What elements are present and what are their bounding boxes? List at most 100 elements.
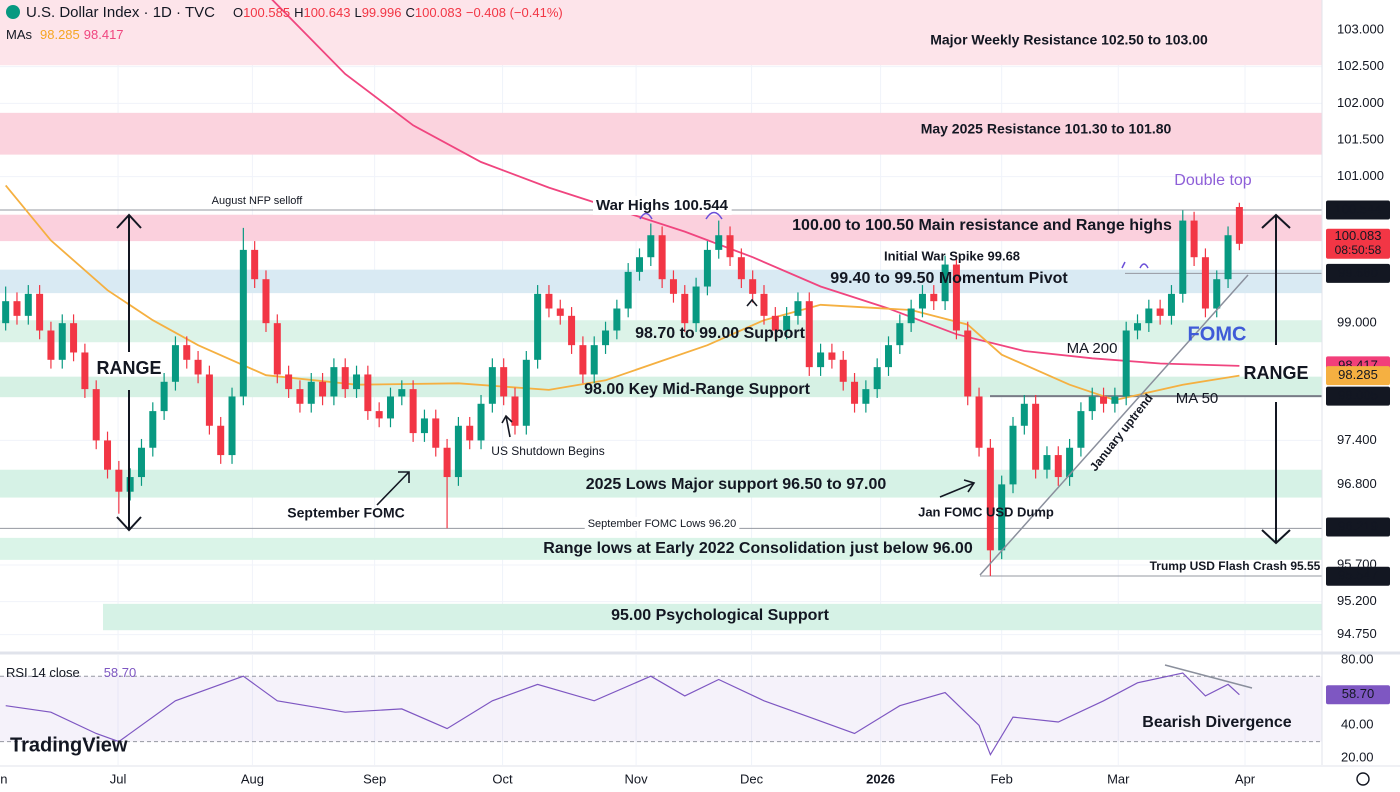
candle-body: [330, 367, 338, 397]
price-tag-label: 100.083: [1335, 228, 1382, 243]
x-tick-label: Dec: [740, 771, 764, 786]
rsi-title: RSI 14 close: [6, 665, 80, 680]
candle-body: [907, 308, 915, 324]
candle-body: [160, 381, 168, 412]
candle-body: [1077, 411, 1085, 448]
candle-body: [1224, 235, 1232, 280]
candle-body: [1167, 293, 1175, 316]
annotation: US Shutdown Begins: [491, 444, 604, 458]
candle-body: [353, 374, 361, 390]
candle-body: [952, 264, 960, 331]
candle-body: [47, 330, 55, 360]
candle-body: [36, 293, 44, 331]
candle-body: [432, 418, 440, 448]
candle-body: [568, 315, 576, 346]
candle-body: [794, 301, 802, 316]
price-tag-countdown: 08:50:58: [1335, 243, 1382, 257]
zone-label: 98.70 to 99.00 Support: [635, 325, 806, 342]
candle-body: [715, 235, 723, 250]
ma-value: 98.417: [83, 27, 124, 42]
annotation: January uptrend: [1087, 391, 1156, 474]
candle-body: [635, 257, 643, 272]
level-label: September FOMC Lows 96.20: [588, 518, 737, 530]
candle-body: [1235, 207, 1243, 244]
y-tick-label: 102.000: [1337, 95, 1384, 110]
x-tick-label: Feb: [990, 771, 1012, 786]
price-tag: [1326, 200, 1390, 220]
brand: TradingView: [10, 734, 128, 756]
moving-average: [271, 0, 1240, 367]
annotation: Double top: [1174, 172, 1251, 189]
x-tick-label: Aug: [241, 771, 264, 786]
y-tick-label: 103.000: [1337, 21, 1384, 36]
ohlc-value: 100.083: [414, 5, 462, 20]
ma-label: MA 200: [1067, 340, 1118, 357]
candle-body: [817, 352, 825, 368]
price-tag: [1326, 366, 1390, 386]
candle-body: [975, 396, 983, 448]
candle-body: [545, 293, 553, 309]
candle-body: [783, 315, 791, 331]
zone: [0, 0, 1322, 66]
candle-body: [1043, 455, 1051, 470]
candle-body: [681, 293, 689, 324]
candle-body: [658, 235, 666, 280]
candle-body: [149, 411, 157, 448]
candle-body: [466, 425, 474, 441]
candle-body: [115, 469, 123, 492]
candle-body: [873, 367, 881, 390]
price-tag: [1326, 566, 1390, 586]
rsi-line: [5, 672, 1240, 757]
candle-body: [647, 235, 655, 258]
rsi-band: [0, 676, 1322, 742]
price-tag-label: 98.285: [1338, 367, 1378, 382]
candle-body: [964, 330, 972, 397]
candle-body: [602, 330, 610, 346]
x-tick-label: 2026: [866, 771, 895, 786]
settings-icon[interactable]: [1356, 772, 1370, 786]
candle-body: [364, 374, 372, 412]
candle-body: [477, 403, 485, 441]
x-tick-label: Oct: [492, 771, 513, 786]
price-tag-label: 99.680: [1338, 265, 1378, 280]
candle-body: [760, 293, 768, 316]
price-tag-label: 95.547: [1338, 568, 1378, 583]
candle-body: [386, 396, 394, 419]
candle-body: [1201, 257, 1209, 309]
symbol-icon: [6, 5, 20, 19]
candle-body: [918, 293, 926, 309]
ohlc-value: 100.585: [243, 5, 291, 20]
candle-body: [726, 235, 734, 258]
candle-body: [998, 484, 1006, 551]
candle-body: [126, 477, 134, 492]
candle-body: [420, 418, 428, 434]
price-tag: [1326, 386, 1390, 406]
candle-body: [930, 293, 938, 302]
candle-body: [613, 308, 621, 331]
y-tick-label: 96.800: [1337, 476, 1377, 491]
annotation: August NFP selloff: [212, 195, 304, 207]
price-tag-label: 100.544: [1335, 201, 1382, 216]
candle-body: [534, 293, 542, 360]
header: U.S. Dollar Index · 1D · TVC O100.585 H100…: [6, 4, 567, 21]
level-label: Trump USD Flash Crash 95.55: [1150, 559, 1321, 573]
main-pane: Major Weekly Resistance 102.50 to 103.00…: [0, 0, 1322, 650]
candle-body: [319, 381, 327, 397]
candle-body: [1066, 447, 1074, 478]
candle-body: [1054, 455, 1062, 478]
rsi-tick-label: 20.00: [1341, 749, 1374, 764]
x-tick-label: Nov: [625, 771, 649, 786]
candle-body: [398, 389, 406, 397]
candle-body: [986, 447, 994, 551]
candle-body: [522, 359, 530, 426]
zone: [0, 320, 1322, 343]
candle-body: [590, 345, 598, 375]
candle-body: [1020, 403, 1028, 426]
candle-body: [1122, 330, 1130, 397]
zone: [103, 603, 1322, 631]
zone: [0, 112, 1322, 155]
price-tag: [1326, 263, 1390, 283]
y-tick-label: 101.000: [1337, 168, 1384, 183]
ohlc-label: C: [405, 5, 415, 20]
candle-body: [228, 396, 236, 456]
